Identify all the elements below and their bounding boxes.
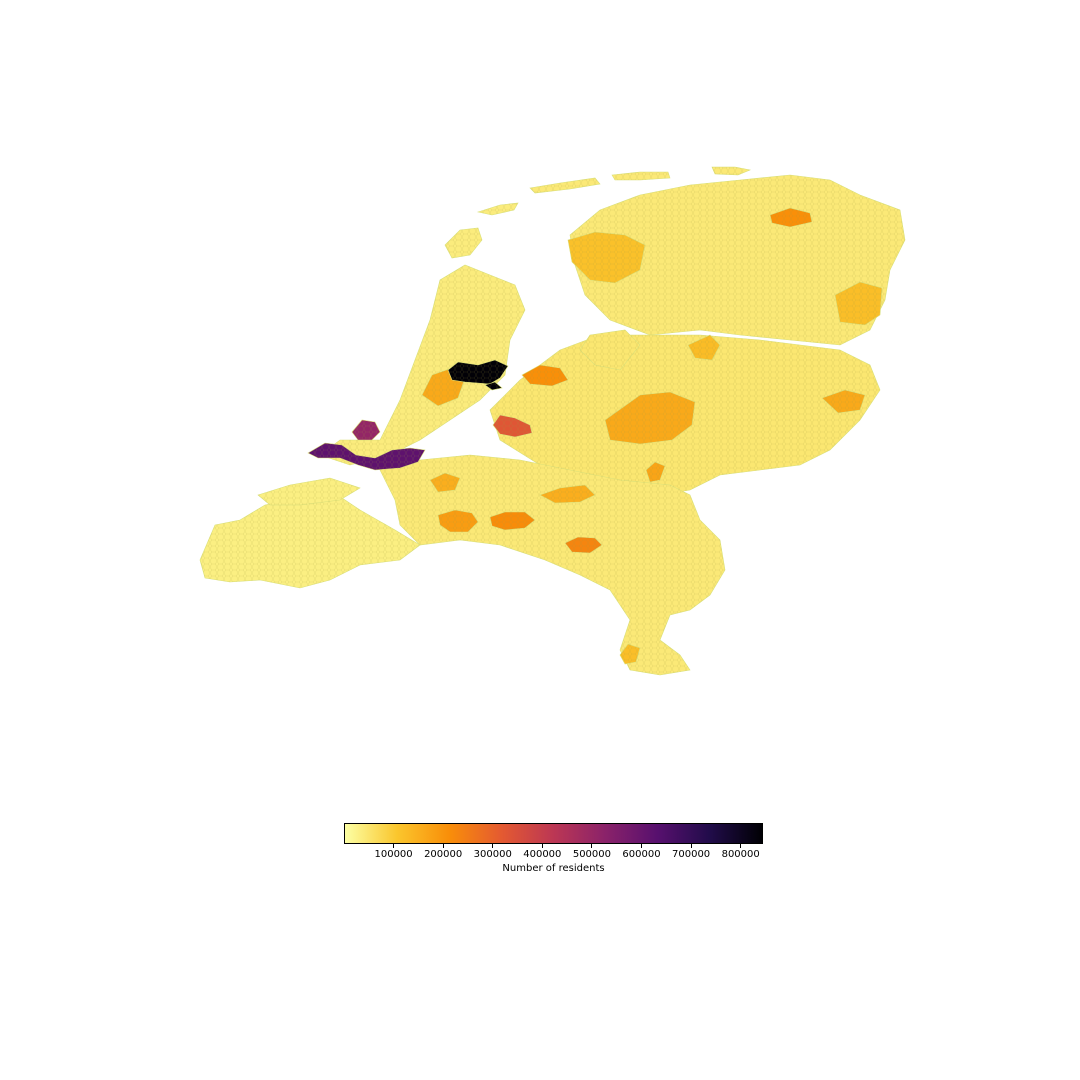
tick-mark: [690, 844, 692, 848]
tick-mark: [492, 844, 494, 848]
tick-label: 100000: [374, 849, 413, 860]
tick-mark: [442, 844, 444, 848]
tick-label: 300000: [473, 849, 512, 860]
tick-label: 700000: [672, 849, 711, 860]
tick-mark: [541, 844, 543, 848]
colorbar-label: Number of residents: [502, 863, 605, 874]
tick-label: 200000: [424, 849, 463, 860]
tick-mark: [740, 844, 742, 848]
colorbar-gradient: [345, 824, 762, 843]
tick-label: 400000: [523, 849, 562, 860]
tick-mark: [591, 844, 593, 848]
tick-mark: [641, 844, 642, 848]
tick-label: 800000: [721, 849, 760, 860]
tick-mark: [393, 844, 395, 848]
colorbar: [344, 823, 763, 844]
tick-label: 500000: [572, 849, 612, 860]
hex-texture-overlay: [200, 167, 905, 675]
tick-label: 600000: [622, 849, 661, 860]
colorbar-ticks: 100000 200000 300000 400000 500000 600000 7000…: [344, 844, 763, 864]
